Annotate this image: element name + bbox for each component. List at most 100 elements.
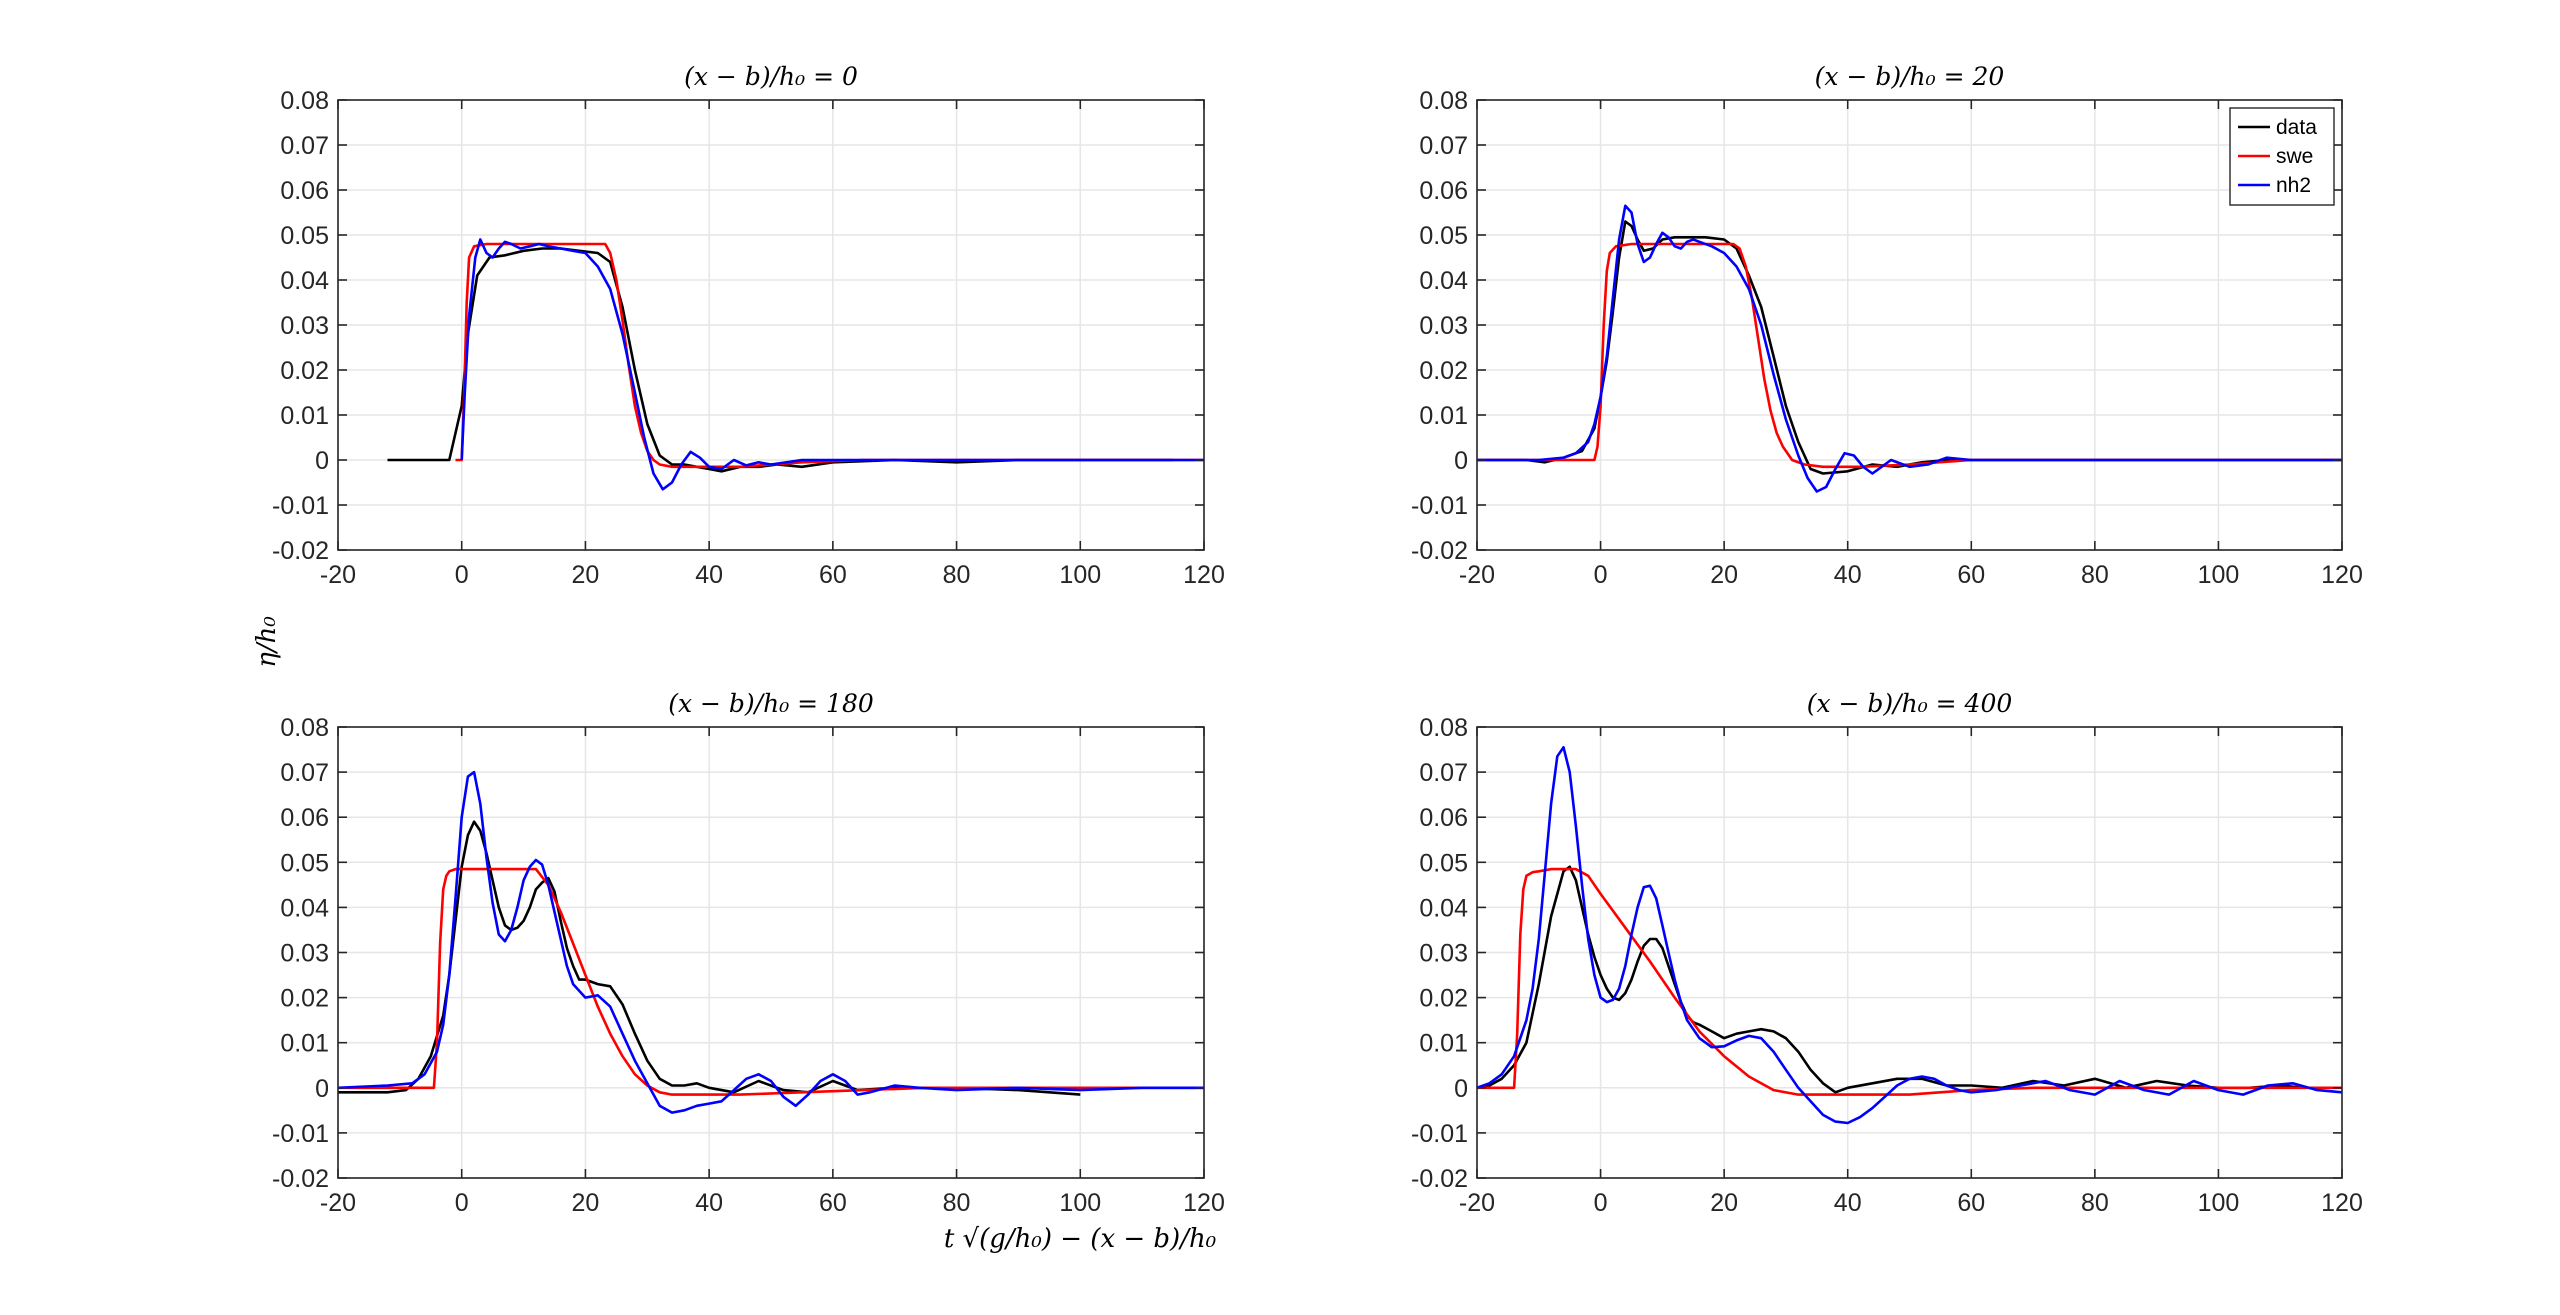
- x-tick-label: 100: [2198, 561, 2240, 589]
- y-tick-label: 0.07: [280, 759, 329, 787]
- y-tick-label: -0.02: [272, 537, 329, 565]
- y-tick-label: 0.02: [280, 985, 329, 1013]
- x-tick-label: 60: [1957, 561, 1985, 589]
- series-line-nh2: [1477, 746, 2342, 1125]
- series-line-nh2: [1477, 204, 2342, 493]
- x-tick-label: -20: [1459, 561, 1495, 589]
- y-tick-label: 0.07: [280, 132, 329, 160]
- subplot-3: -20 0 20 40 60 80 100 120 -0.02 -0.01 0 0.01 0.02 0.0…: [272, 689, 1225, 1217]
- y-tick-label: 0.04: [1419, 894, 1468, 922]
- y-tick-label: 0: [1454, 447, 1468, 475]
- x-tick-label: 0: [1594, 561, 1608, 589]
- x-tick-label: 40: [695, 561, 723, 589]
- subplot-title: (x − b)/h₀ = 20: [1815, 62, 2005, 91]
- y-tick-label: 0.02: [1419, 357, 1468, 385]
- series-group: [387, 238, 1204, 491]
- x-tick-label: 120: [2321, 561, 2363, 589]
- y-tick-label: 0.04: [1419, 267, 1468, 295]
- y-tick-label: 0.05: [1419, 849, 1468, 877]
- y-tick-label: 0: [315, 1075, 329, 1103]
- y-tick-label: 0.08: [280, 87, 329, 115]
- y-tick-label: 0.01: [1419, 1030, 1468, 1058]
- series-line-swe: [1477, 242, 2342, 469]
- y-tick-label: 0.05: [280, 222, 329, 250]
- x-tick-label: 80: [943, 1189, 971, 1217]
- y-tick-label: 0.08: [280, 714, 329, 742]
- x-tick-label: 80: [2081, 561, 2109, 589]
- y-tick-label: 0.06: [280, 804, 329, 832]
- subplot-4: -20 0 20 40 60 80 100 120 -0.02 -0.01 0 0.01 0.02 0.0…: [1411, 689, 2363, 1217]
- y-tick-label: 0.08: [1419, 714, 1468, 742]
- y-tick-label: 0.07: [1419, 759, 1468, 787]
- x-tick-label: 80: [2081, 1189, 2109, 1217]
- x-tick-label: 120: [1183, 561, 1225, 589]
- y-tick-label: -0.01: [1411, 492, 1468, 520]
- x-tick-label: 20: [572, 1189, 600, 1217]
- x-tick-label: 60: [1957, 1189, 1985, 1217]
- subplot-2: -20 0 20 40 60 80 100 120 -0.02 -0.01 0 0.01 0.02 0.0…: [1411, 62, 2363, 589]
- y-tick-label: -0.01: [272, 492, 329, 520]
- y-tick-label: 0.02: [1419, 985, 1468, 1013]
- series-line-swe: [455, 242, 1204, 469]
- y-tick-label: 0.05: [1419, 222, 1468, 250]
- y-tick-label: 0.06: [1419, 804, 1468, 832]
- series-group: [1477, 746, 2342, 1125]
- x-tick-label: 40: [1834, 561, 1862, 589]
- x-tick-label: 100: [2198, 1189, 2240, 1217]
- y-tick-label: 0: [1454, 1075, 1468, 1103]
- y-tick-label: 0.02: [280, 357, 329, 385]
- y-tick-label: 0.08: [1419, 87, 1468, 115]
- x-tick-label: 100: [1059, 561, 1101, 589]
- x-tick-label: 0: [455, 561, 469, 589]
- series-group: [338, 770, 1204, 1114]
- x-tick-label: -20: [320, 561, 356, 589]
- y-tick-label: 0.03: [280, 940, 329, 968]
- y-tick-label: 0.04: [280, 894, 329, 922]
- series-group: [1477, 204, 2342, 493]
- x-tick-label: 120: [2321, 1189, 2363, 1217]
- y-tick-label: -0.01: [1411, 1120, 1468, 1148]
- y-tick-label: 0.03: [280, 312, 329, 340]
- y-tick-label: 0: [315, 447, 329, 475]
- x-axis-label: t √(g/h₀) − (x − b)/h₀: [944, 1224, 1217, 1254]
- x-tick-label: 40: [695, 1189, 723, 1217]
- x-tick-label: 20: [1710, 561, 1738, 589]
- series-line-nh2: [338, 770, 1204, 1114]
- x-tick-label: 20: [1710, 1189, 1738, 1217]
- x-tick-label: -20: [1459, 1189, 1495, 1217]
- x-tick-label: 60: [819, 561, 847, 589]
- x-tick-label: 100: [1059, 1189, 1101, 1217]
- y-tick-label: 0.01: [280, 402, 329, 430]
- y-tick-label: 0.04: [280, 267, 329, 295]
- x-tick-label: 120: [1183, 1189, 1225, 1217]
- x-tick-label: -20: [320, 1189, 356, 1217]
- y-tick-label: 0.01: [1419, 402, 1468, 430]
- subplot-title: (x − b)/h₀ = 400: [1807, 689, 2013, 718]
- y-tick-label: -0.02: [1411, 537, 1468, 565]
- y-tick-label: 0.01: [280, 1030, 329, 1058]
- y-tick-label: 0.06: [1419, 177, 1468, 205]
- series-line-nh2: [460, 238, 1204, 491]
- series-line-swe: [338, 867, 1204, 1096]
- legend-label-swe: swe: [2276, 145, 2313, 168]
- y-tick-label: 0.07: [1419, 132, 1468, 160]
- subplot-1: -20 0 20 40 60 80 100 120 -0.02 -0.01 0 0.01 0.02 0.0…: [272, 62, 1225, 589]
- legend-label-data: data: [2276, 116, 2317, 139]
- subplot-title: (x − b)/h₀ = 180: [668, 689, 874, 718]
- y-tick-label: 0.05: [280, 849, 329, 877]
- y-tick-label: 0.06: [280, 177, 329, 205]
- series-line-swe: [1477, 867, 2342, 1096]
- y-tick-label: -0.02: [272, 1165, 329, 1193]
- y-tick-label: -0.02: [1411, 1165, 1468, 1193]
- series-line-data: [1477, 865, 2306, 1094]
- series-line-data: [338, 820, 1081, 1096]
- legend-label-nh2: nh2: [2276, 174, 2311, 197]
- x-tick-label: 0: [455, 1189, 469, 1217]
- y-tick-label: 0.03: [1419, 940, 1468, 968]
- legend: data swe nh2: [2229, 107, 2335, 206]
- x-tick-label: 20: [572, 561, 600, 589]
- x-tick-label: 80: [943, 561, 971, 589]
- x-tick-label: 40: [1834, 1189, 1862, 1217]
- y-axis-label: η/h₀: [252, 616, 282, 668]
